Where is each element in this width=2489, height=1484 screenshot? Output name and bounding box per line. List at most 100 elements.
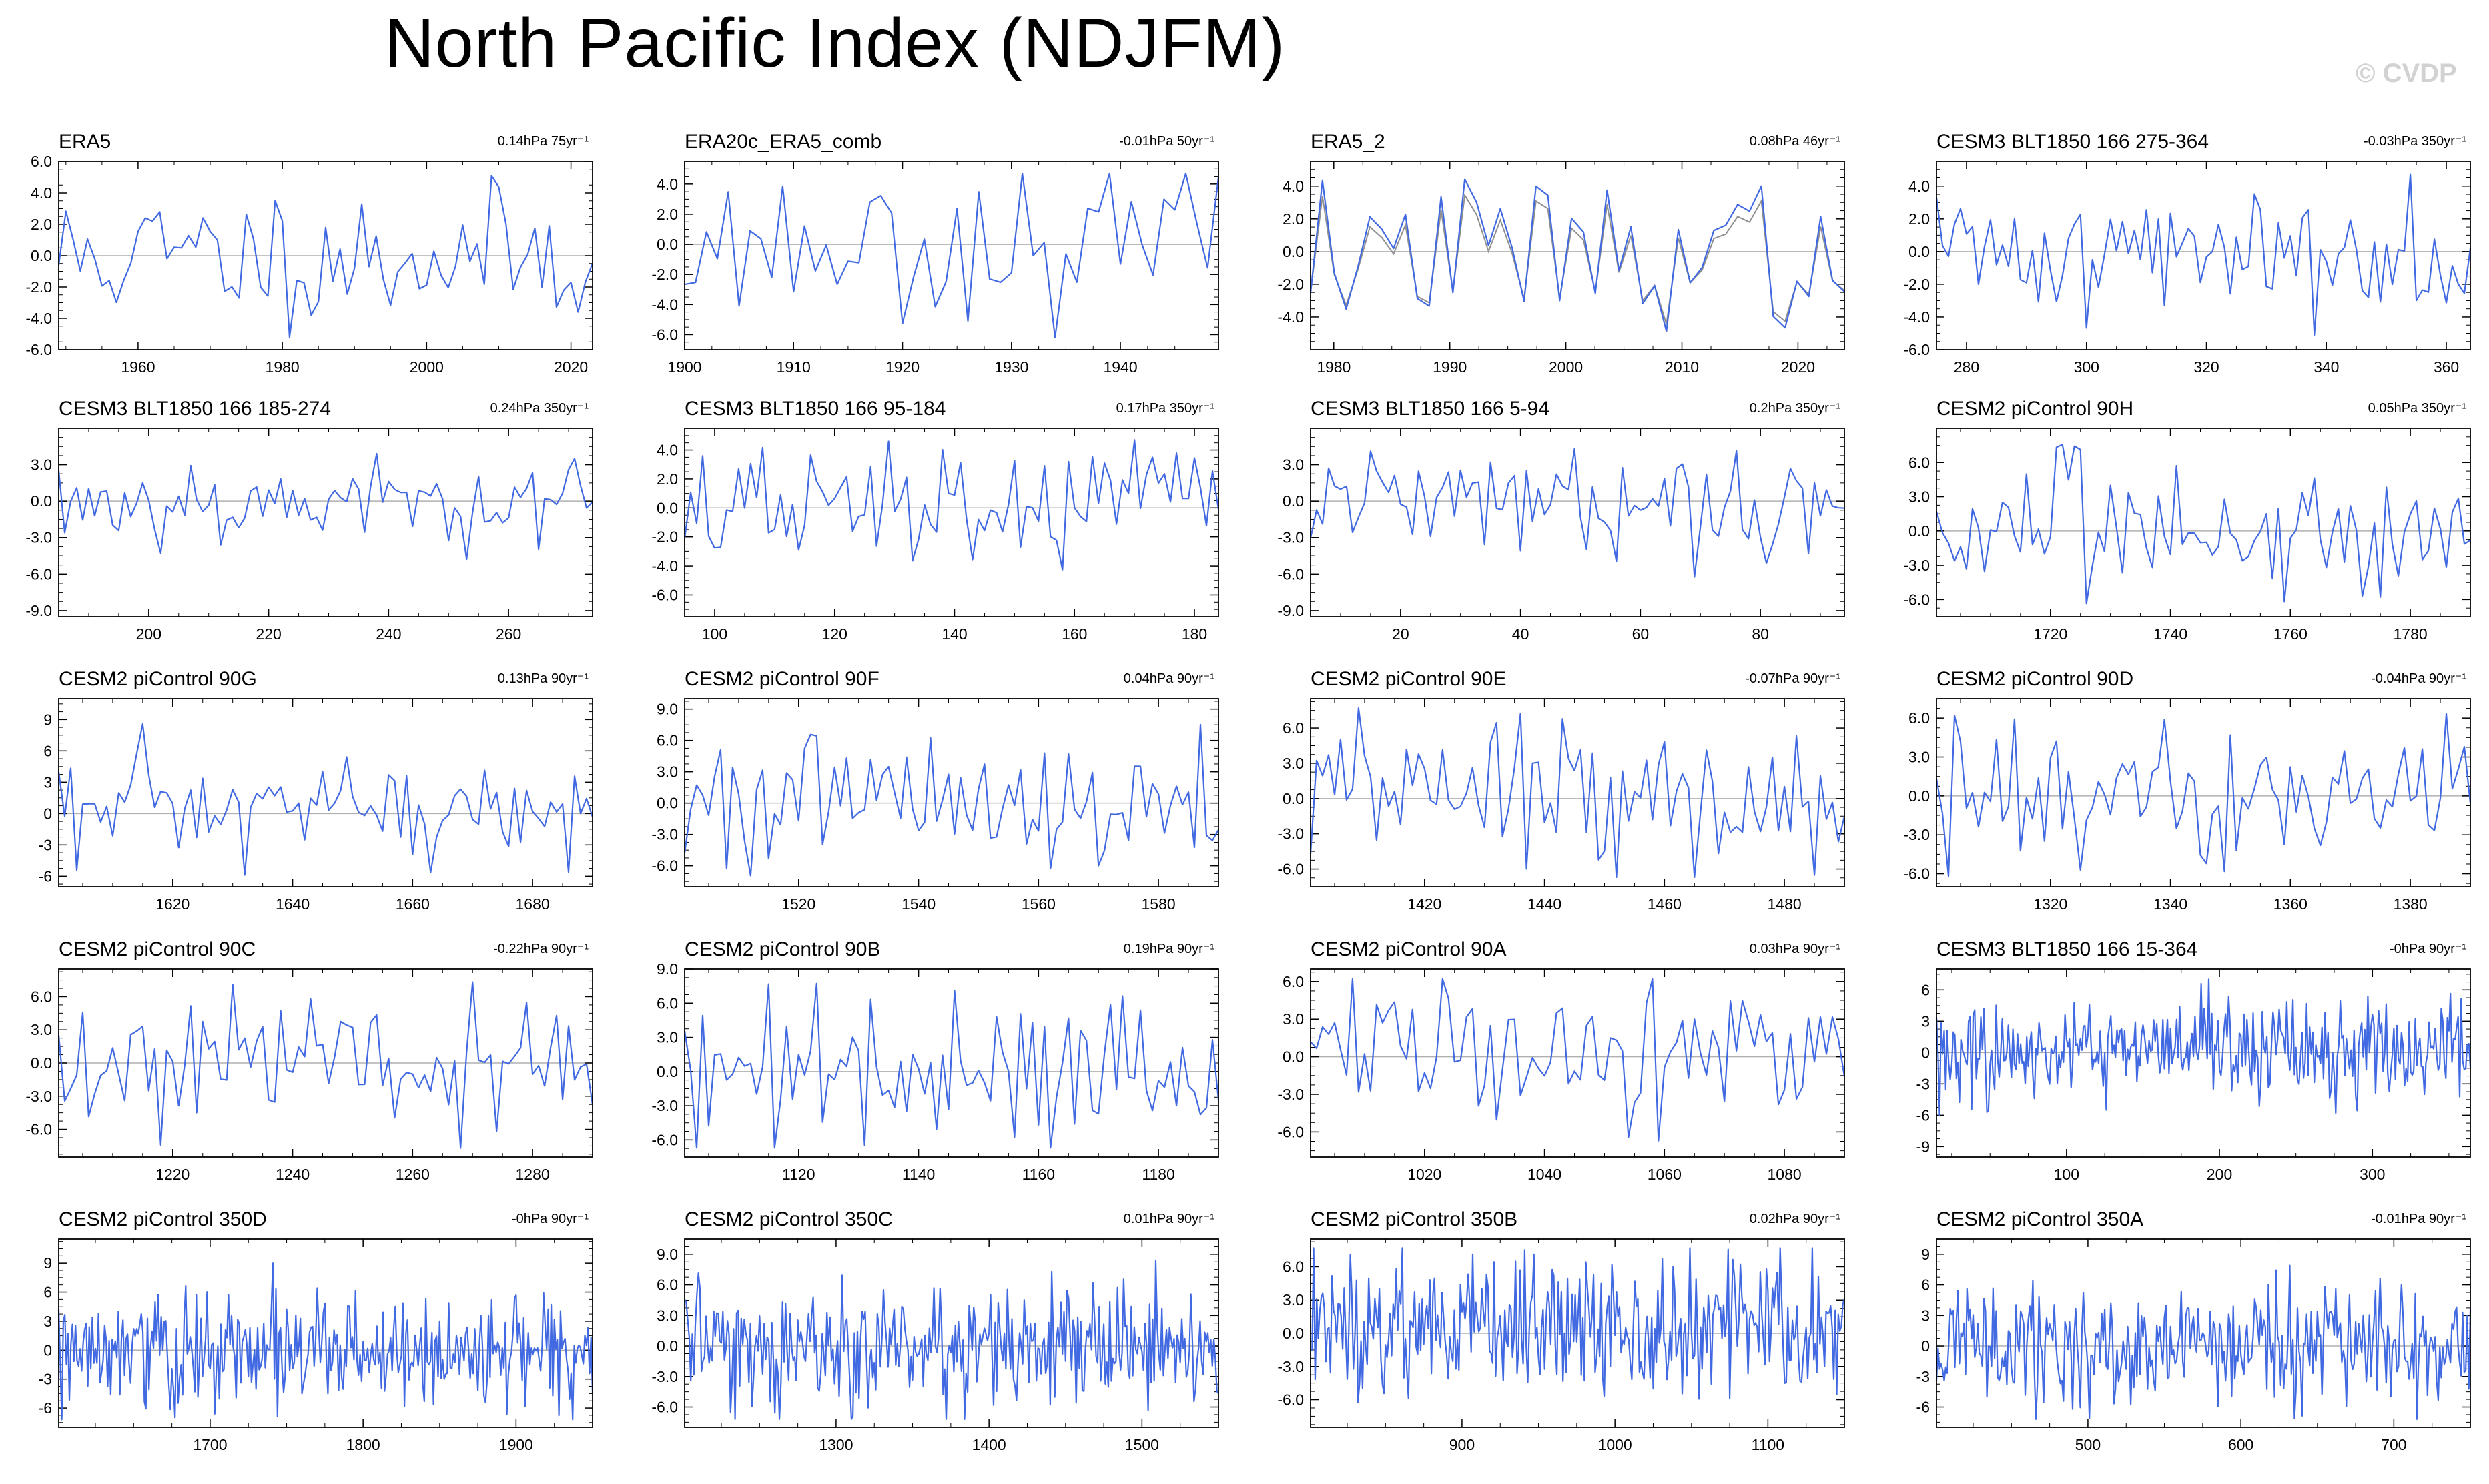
- y-tick-label: 3: [1921, 1307, 1930, 1324]
- y-tick-label: 6.0: [1283, 973, 1304, 990]
- x-tick-label: 1720: [2033, 625, 2067, 643]
- y-tick-label: -6: [39, 1399, 52, 1417]
- series-line: [1309, 707, 1846, 879]
- x-tick-label: 320: [2193, 358, 2219, 376]
- x-tick-label: 2010: [1665, 358, 1699, 376]
- plot-frame: [684, 968, 1219, 1158]
- x-tick-label: 1240: [276, 1166, 310, 1183]
- panel-4: CESM3 BLT1850 166 275-364 -0.03hPa 350yr⁻…: [1903, 131, 2472, 376]
- panel-title: CESM2 piControl 350D: [59, 1208, 267, 1230]
- x-tick-label: 340: [2314, 358, 2339, 376]
- y-tick-label: -9.0: [1277, 602, 1304, 619]
- panel-title: ERA20c_ERA5_comb: [685, 131, 881, 153]
- y-tick-label: -3.0: [25, 529, 52, 546]
- y-tick-label: -6.0: [651, 586, 678, 603]
- y-tick-label: -6.0: [25, 565, 52, 583]
- panel-title: CESM2 piControl 90H: [1936, 398, 2133, 420]
- series-line: [683, 982, 1220, 1149]
- y-tick-label: -3.0: [651, 1097, 678, 1114]
- series-line: [57, 452, 593, 561]
- x-tick-label: 1080: [1768, 1166, 1802, 1183]
- x-tick-label: 1990: [1433, 358, 1467, 376]
- panel-17: CESM2 piControl 350D -0hPa 90yr⁻¹ -6 -3 0 3 6 9…: [39, 1208, 594, 1453]
- y-tick-label: 0.0: [1908, 243, 1930, 260]
- plot-frame: [1310, 968, 1845, 1158]
- plot-frame: [1936, 428, 2471, 617]
- y-tick-label: -4.0: [1903, 308, 1930, 326]
- y-tick-label: 6: [1921, 1276, 1930, 1294]
- x-tick-label: 180: [1182, 625, 1207, 643]
- x-tick-label: 1580: [1142, 895, 1176, 913]
- panel-trend-label: 0.08hPa 46yr⁻¹: [1750, 134, 1841, 149]
- x-tick-label: 60: [1632, 625, 1650, 643]
- x-tick-label: 1060: [1648, 1166, 1682, 1183]
- plot-frame: [1310, 161, 1845, 350]
- plot-frame: [58, 1238, 593, 1428]
- plot-frame: [684, 698, 1219, 887]
- plot-frame: [1936, 161, 2471, 350]
- x-tick-label: 700: [2381, 1436, 2406, 1453]
- y-tick-label: -3.0: [651, 1368, 678, 1385]
- panel-10: CESM2 piControl 90F 0.04hPa 90yr⁻¹ -6.0 -3.…: [651, 668, 1219, 913]
- panel-trend-label: -0.04hPa 90yr⁻¹: [2371, 671, 2466, 686]
- y-tick-label: -2.0: [1277, 276, 1304, 293]
- panel-title: CESM2 piControl 350B: [1311, 1208, 1517, 1230]
- y-tick-label: 3.0: [657, 1307, 678, 1324]
- y-tick-label: 9.0: [657, 1246, 678, 1263]
- x-tick-label: 1980: [1317, 358, 1351, 376]
- x-tick-label: 1480: [1768, 895, 1802, 913]
- panel-title: CESM3 BLT1850 166 275-364: [1936, 131, 2209, 153]
- x-tick-label: 900: [1449, 1436, 1475, 1453]
- y-tick-label: 4.0: [31, 184, 52, 202]
- y-tick-label: 3.0: [1283, 456, 1304, 474]
- y-tick-label: -3: [39, 1371, 52, 1388]
- y-tick-label: -3.0: [1277, 1086, 1304, 1103]
- panel-16: CESM3 BLT1850 166 15-364 -0hPa 90yr⁻¹ -9 -6…: [1916, 938, 2472, 1183]
- x-tick-label: 260: [496, 625, 521, 643]
- x-tick-label: 500: [2075, 1436, 2101, 1453]
- x-tick-label: 600: [2228, 1436, 2253, 1453]
- x-tick-label: 1920: [885, 358, 920, 376]
- y-tick-label: -6.0: [25, 1121, 52, 1138]
- panel-8: CESM2 piControl 90H 0.05hPa 350yr⁻¹ -6.0 -3…: [1903, 398, 2471, 643]
- y-tick-label: 9.0: [657, 960, 678, 978]
- series-line: [684, 172, 1220, 339]
- series-line: [1935, 444, 2471, 605]
- y-tick-label: -6.0: [1277, 861, 1304, 878]
- x-tick-label: 200: [2207, 1166, 2232, 1183]
- plot-frame: [1310, 428, 1845, 617]
- x-tick-label: 1140: [902, 1166, 935, 1183]
- y-tick-label: -3.0: [651, 826, 678, 843]
- panel-trend-label: 0.03hPa 90yr⁻¹: [1750, 942, 1841, 956]
- y-tick-label: 9: [43, 711, 52, 728]
- panel-title: CESM2 piControl 350C: [685, 1208, 893, 1230]
- y-tick-label: 0.0: [657, 795, 678, 812]
- x-tick-label: 1460: [1648, 895, 1682, 913]
- panel-14: CESM2 piControl 90B 0.19hPa 90yr⁻¹ -6.0 -3.…: [651, 938, 1220, 1183]
- y-tick-label: 4.0: [1283, 177, 1304, 195]
- y-tick-label: 3: [43, 773, 52, 791]
- panel-trend-label: -0hPa 90yr⁻¹: [512, 1212, 589, 1226]
- x-tick-label: 1160: [1022, 1166, 1055, 1183]
- x-tick-label: 120: [822, 625, 847, 643]
- x-tick-label: 1980: [266, 358, 300, 376]
- y-tick-label: -6.0: [1277, 565, 1304, 583]
- x-tick-label: 300: [2074, 358, 2099, 376]
- x-tick-label: 1640: [276, 895, 310, 913]
- plot-frame: [684, 161, 1219, 350]
- y-tick-label: -6.0: [651, 326, 678, 343]
- y-tick-label: -3.0: [1277, 1358, 1304, 1375]
- series-line: [57, 981, 594, 1149]
- panel-trend-label: 0.13hPa 90yr⁻¹: [498, 671, 589, 686]
- y-tick-label: 2.0: [1283, 210, 1304, 228]
- y-tick-label: 0.0: [31, 492, 52, 510]
- x-tick-label: 1540: [902, 895, 936, 913]
- y-tick-label: -6.0: [651, 857, 678, 875]
- panel-title: CESM2 piControl 90D: [1936, 668, 2133, 690]
- y-tick-label: -6: [39, 867, 52, 885]
- y-tick-label: 3.0: [1283, 755, 1304, 772]
- y-tick-label: -4.0: [651, 296, 678, 313]
- y-tick-label: 6.0: [1283, 1258, 1304, 1275]
- panel-title: CESM2 piControl 350A: [1936, 1208, 2143, 1230]
- y-tick-label: -6.0: [651, 1131, 678, 1148]
